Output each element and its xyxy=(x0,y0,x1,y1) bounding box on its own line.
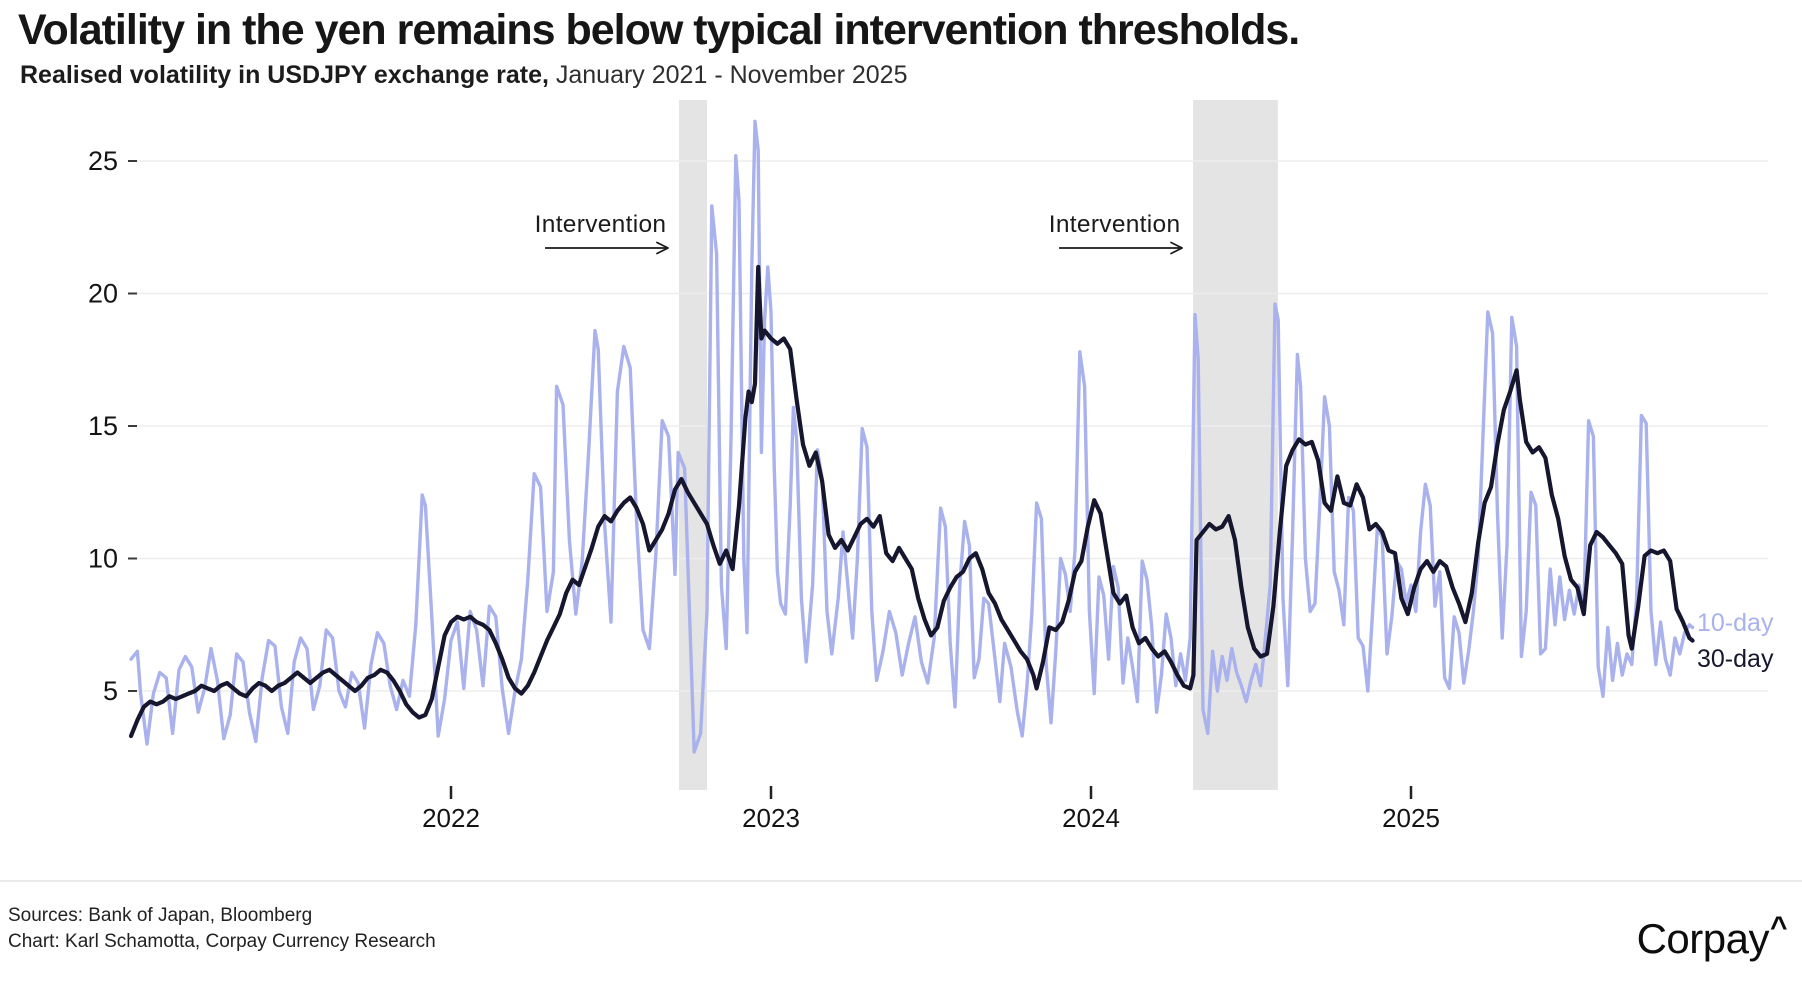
x-tick-label-2023: 2023 xyxy=(742,803,800,833)
series-30-day-line xyxy=(128,264,1695,739)
y-tick-label-20: 20 xyxy=(88,279,118,309)
corpay-logo-text: Corpay xyxy=(1636,915,1770,962)
y-tick-label-25: 25 xyxy=(88,146,118,176)
subtitle-bold: Realised volatility in USDJPY exchange r… xyxy=(20,61,549,89)
page-title: Volatility in the yen remains below typi… xyxy=(18,6,1300,54)
intervention-label-1: Intervention xyxy=(535,211,667,238)
corpay-caret-icon: ^ xyxy=(1769,911,1788,944)
x-tick-label-2024: 2024 xyxy=(1062,803,1120,833)
chart-credit-line: Chart: Karl Schamotta, Corpay Currency R… xyxy=(8,931,436,952)
footer-credits: Sources: Bank of Japan, Bloomberg Chart:… xyxy=(8,903,436,955)
intervention-arrowhead-2 xyxy=(1170,241,1183,255)
y-tick-label-10: 10 xyxy=(88,544,118,574)
footer-divider xyxy=(0,880,1802,882)
y-tick-label-5: 5 xyxy=(103,676,118,706)
series-10-day-line xyxy=(129,119,1695,754)
legend-label-10-day: 10-day xyxy=(1697,609,1774,637)
intervention-label-2: Intervention xyxy=(1049,211,1181,238)
intervention-band-2 xyxy=(1193,100,1278,790)
x-tick-label-2022: 2022 xyxy=(422,803,480,833)
corpay-logo: Corpay^ xyxy=(1636,911,1788,963)
chart-subtitle: Realised volatility in USDJPY exchange r… xyxy=(20,61,907,90)
x-tick-label-2025: 2025 xyxy=(1382,803,1440,833)
subtitle-daterange: January 2021 - November 2025 xyxy=(548,61,908,89)
intervention-arrowhead-1 xyxy=(656,241,669,255)
sources-line: Sources: Bank of Japan, Bloomberg xyxy=(8,905,313,926)
y-tick-label-15: 15 xyxy=(88,411,118,441)
legend-label-30-day: 30-day xyxy=(1697,645,1774,673)
